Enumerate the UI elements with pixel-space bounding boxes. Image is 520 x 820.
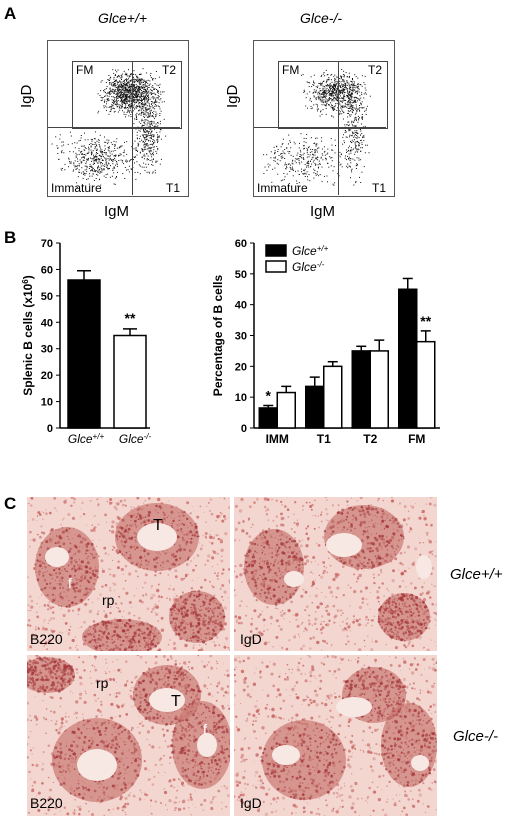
- tissue-texture: [27, 497, 230, 651]
- histology-b220-wt: T f rp B220: [27, 497, 230, 651]
- bar: [67, 279, 101, 429]
- label-follicle: f: [203, 721, 207, 737]
- bar: [276, 391, 296, 429]
- gate-label-immature: Immature: [51, 181, 102, 195]
- tissue-texture: [234, 497, 437, 651]
- label-t-zone: T: [171, 693, 181, 710]
- bar: [369, 350, 389, 429]
- gate-divider-left: [132, 61, 133, 195]
- bar: [323, 365, 343, 429]
- bar: [416, 340, 436, 429]
- gate-imm-t1-right: [254, 127, 386, 196]
- gate-label-fm: FM: [282, 63, 300, 77]
- label-stain-b220: B220: [30, 795, 63, 811]
- label-stain-igd: IgD: [240, 631, 262, 647]
- flow-plot-genotype-right: Glce-/-: [300, 10, 342, 26]
- legend-swatch: [265, 244, 287, 257]
- y-tick-label-right: 60: [235, 238, 247, 250]
- y-tick-label-left: 0: [47, 423, 53, 435]
- y-tick-label-right: 10: [235, 392, 247, 404]
- y-tick-label-left: 30: [41, 344, 53, 356]
- gate-label-t2: T2: [368, 63, 383, 77]
- y-tick-label-left: 10: [41, 397, 53, 409]
- gate-fm-t2-left: [72, 61, 182, 129]
- row-genotype-ko: Glce-/-: [453, 728, 498, 745]
- x-tick-label-right: T2: [363, 432, 377, 446]
- y-tick-label-right: 30: [235, 331, 247, 343]
- y-tick-label-right: 40: [235, 300, 247, 312]
- tissue-texture: [27, 655, 230, 816]
- x-tick-label-right: T1: [317, 432, 331, 446]
- significance-marker: **: [125, 310, 136, 326]
- flow-plot-genotype-left: Glce+/+: [98, 10, 148, 26]
- y-tick-label-right: 20: [235, 361, 247, 373]
- flow-ylabel-left: IgD: [18, 84, 35, 108]
- label-follicle: f: [68, 575, 72, 591]
- gate-label-t1: T1: [372, 181, 387, 195]
- tissue-texture: [234, 655, 437, 816]
- flow-plot-right: FM T2 Immature T1: [253, 40, 395, 197]
- y-axis-title-left: Splenic B cells (x106): [21, 275, 36, 396]
- bar: [113, 334, 147, 429]
- gate-label-immature: Immature: [257, 181, 308, 195]
- gate-fm-t2-right: [278, 61, 388, 129]
- panel-b-letter: B: [4, 228, 17, 247]
- gate-divider-right: [338, 61, 339, 195]
- label-stain-igd: IgD: [240, 795, 262, 811]
- y-tick-label-left: 60: [41, 264, 53, 276]
- y-tick-label-left: 50: [41, 291, 53, 303]
- flow-xlabel-left: IgM: [104, 203, 130, 220]
- row-genotype-wt: Glce+/+: [450, 566, 503, 583]
- bar: [258, 407, 278, 429]
- label-t-zone: T: [153, 517, 163, 534]
- legend-label: Glce+/+: [292, 244, 329, 259]
- y-tick-label-right: 50: [235, 269, 247, 281]
- bar: [305, 385, 325, 429]
- significance-marker: *: [266, 387, 272, 403]
- y-axis-title-right: Percentage of B cells: [211, 274, 225, 396]
- histology-igd-wt: IgD: [234, 497, 437, 651]
- significance-marker: **: [420, 313, 431, 329]
- histology-igd-ko: IgD: [234, 655, 437, 816]
- y-tick-label-left: 20: [41, 370, 53, 382]
- panel-b-charts: 0 10 20 30 40 50 60 70 ** Splenic B cells (x106) G…: [21, 238, 440, 447]
- panel-a-letter: A: [4, 4, 17, 23]
- label-stain-b220: B220: [30, 631, 63, 647]
- histology-b220-ko: rp T f B220: [27, 655, 230, 816]
- x-tick-label-left: Glce-/-: [119, 432, 152, 447]
- y-tick-label-left: 40: [41, 317, 53, 329]
- gate-label-fm: FM: [76, 63, 94, 77]
- flow-plot-left: FM T2 Immature T1: [47, 40, 189, 197]
- flow-xlabel-right: IgM: [310, 203, 336, 220]
- bar: [351, 350, 371, 429]
- x-tick-label-right: FM: [408, 432, 425, 446]
- y-tick-label-left: 70: [41, 238, 53, 250]
- y-tick-label-right: 0: [241, 423, 247, 435]
- gate-label-t2: T2: [162, 63, 177, 77]
- x-tick-label-right: IMM: [266, 432, 289, 446]
- bar: [398, 288, 418, 429]
- gate-label-t1: T1: [166, 181, 181, 195]
- x-tick-label-left: Glce+/+: [68, 432, 105, 447]
- legend-label: Glce-/-: [292, 260, 325, 275]
- legend-swatch: [265, 260, 287, 273]
- flow-ylabel-right: IgD: [224, 84, 241, 108]
- label-red-pulp: rp: [96, 675, 109, 691]
- gate-imm-t1-left: [48, 127, 180, 196]
- panel-c-letter: C: [4, 494, 17, 513]
- label-red-pulp: rp: [102, 592, 115, 608]
